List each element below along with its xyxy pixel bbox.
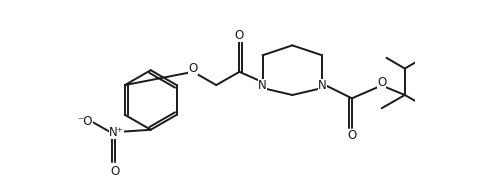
Text: O: O <box>235 29 244 42</box>
Text: N: N <box>258 78 267 91</box>
Text: N⁺: N⁺ <box>109 125 124 138</box>
Text: O: O <box>348 129 356 142</box>
Text: ⁻O: ⁻O <box>78 115 93 128</box>
Text: O: O <box>188 62 198 75</box>
Text: O: O <box>377 76 386 89</box>
Text: N: N <box>318 78 326 91</box>
Text: O: O <box>110 165 120 178</box>
